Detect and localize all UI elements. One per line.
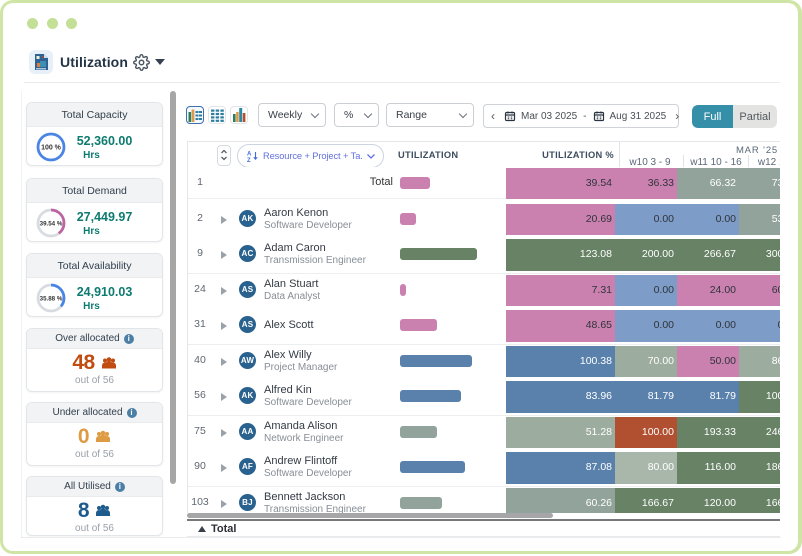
- svg-text:Z: Z: [247, 158, 251, 162]
- svg-text:39.54 %: 39.54 %: [40, 220, 63, 227]
- svg-text:35.88 %: 35.88 %: [40, 295, 63, 302]
- svg-text:A: A: [247, 152, 252, 158]
- svg-text:100 %: 100 %: [41, 144, 62, 151]
